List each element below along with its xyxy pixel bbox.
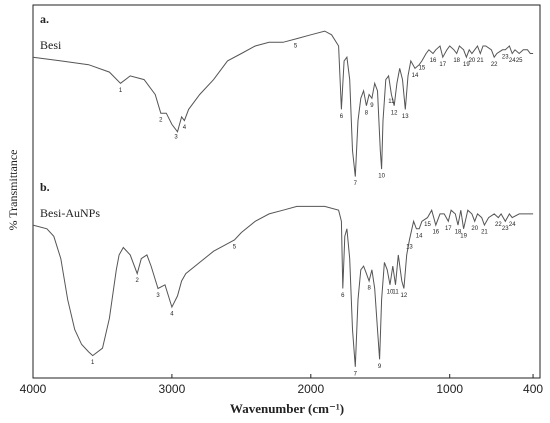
plot-frame bbox=[32, 4, 541, 379]
peak-label: 13 bbox=[406, 245, 413, 251]
peak-label: 19 bbox=[460, 233, 467, 239]
series-label: Besi bbox=[40, 38, 62, 52]
peak-label: 21 bbox=[477, 58, 484, 64]
peak-label: 17 bbox=[439, 62, 446, 68]
peak-label: 2 bbox=[159, 118, 163, 124]
peak-label: 2 bbox=[136, 278, 140, 284]
peak-label: 12 bbox=[391, 110, 398, 116]
peak-label: 19 bbox=[463, 62, 470, 68]
peak-label: 14 bbox=[412, 73, 419, 79]
peak-label: 15 bbox=[424, 222, 431, 228]
peak-label: 24 bbox=[509, 58, 516, 64]
peak-label: 23 bbox=[502, 54, 509, 60]
peak-label: 1 bbox=[91, 360, 95, 366]
peak-label: 13 bbox=[402, 114, 409, 120]
peak-label: 18 bbox=[455, 230, 462, 236]
peak-label: 12 bbox=[401, 293, 408, 299]
peak-label: 7 bbox=[354, 181, 358, 187]
peak-label: 25 bbox=[516, 58, 523, 64]
peak-label: 3 bbox=[156, 293, 160, 299]
peak-label: 1 bbox=[119, 88, 123, 94]
peak-label: 9 bbox=[378, 364, 382, 370]
peak-label: 4 bbox=[170, 312, 174, 318]
series-label: Besi-AuNPs bbox=[40, 206, 100, 220]
peak-label: 5 bbox=[294, 44, 298, 50]
x-tick-label: 4000 bbox=[20, 382, 47, 396]
spectrum-line bbox=[32, 205, 534, 367]
peak-label: 6 bbox=[341, 293, 345, 299]
x-tick-label: 3000 bbox=[159, 382, 186, 396]
peak-label: 11 bbox=[388, 99, 395, 105]
x-tick-label: 1000 bbox=[436, 382, 463, 396]
peak-label: 15 bbox=[419, 66, 426, 72]
peak-label: 20 bbox=[469, 58, 476, 64]
peak-label: 3 bbox=[174, 135, 178, 141]
peak-label: 21 bbox=[481, 230, 488, 236]
peak-label: 9 bbox=[370, 103, 374, 109]
peak-label: 7 bbox=[354, 371, 358, 377]
peak-label: 16 bbox=[432, 230, 439, 236]
peak-label: 10 bbox=[378, 174, 385, 180]
peak-label: 8 bbox=[367, 286, 371, 292]
peak-label: 11 bbox=[392, 289, 399, 295]
spectrum-line bbox=[32, 30, 534, 177]
y-axis-title: % Transmittance bbox=[6, 150, 20, 231]
panel-label: b. bbox=[40, 180, 50, 194]
peak-label: 8 bbox=[365, 110, 369, 116]
peak-label: 24 bbox=[509, 222, 516, 228]
panel-label: a. bbox=[40, 12, 49, 26]
peak-label: 23 bbox=[502, 226, 509, 232]
x-axis-title: Wavenumber (cm⁻¹) bbox=[230, 401, 344, 416]
peak-label: 20 bbox=[471, 226, 478, 232]
x-tick-label: 400 bbox=[523, 382, 543, 396]
peak-label: 14 bbox=[416, 233, 423, 239]
x-tick-label: 2000 bbox=[297, 382, 324, 396]
peak-label: 17 bbox=[445, 226, 452, 232]
peak-label: 22 bbox=[491, 62, 498, 68]
peak-label: 22 bbox=[495, 222, 502, 228]
peak-label: 10 bbox=[387, 289, 394, 295]
peak-label: 4 bbox=[183, 125, 187, 131]
peak-label: 16 bbox=[430, 58, 437, 64]
peak-label: 18 bbox=[453, 58, 460, 64]
peak-label: 6 bbox=[340, 114, 344, 120]
peak-label: 5 bbox=[233, 245, 237, 251]
